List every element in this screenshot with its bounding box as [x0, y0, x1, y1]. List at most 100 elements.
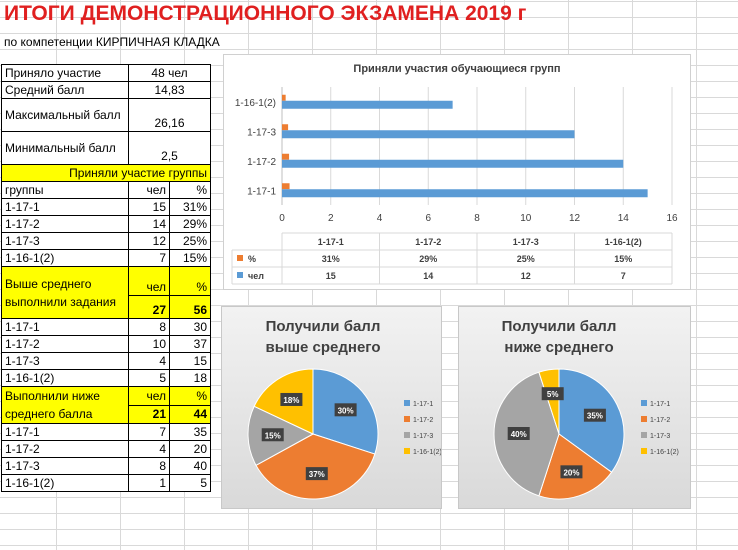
bar-chart-container[interactable]: Приняли участия обучающиеся групп 0 2 4 6 8 10… — [223, 54, 691, 290]
below-total-pct[interactable]: 44 — [169, 404, 211, 424]
count-cell[interactable]: 12 — [128, 232, 170, 250]
legend-label-pct: % — [248, 254, 256, 264]
min-label[interactable]: Минимальный балл — [1, 131, 129, 165]
bar-pct — [282, 124, 289, 131]
page-subtitle: по компетенции КИРПИЧНАЯ КЛАДКА — [4, 35, 220, 49]
bar-pct — [282, 153, 290, 160]
count-cell[interactable]: 5 — [128, 369, 170, 387]
min-value[interactable]: 2,5 — [128, 131, 211, 165]
avg-label[interactable]: Средний балл — [1, 81, 129, 99]
y-tick-label: 1-17-3 — [247, 127, 276, 138]
count-cell[interactable]: 10 — [128, 335, 170, 353]
pie-title-line1: Получили балл — [502, 318, 617, 335]
groups-columns-row: группы чел % — [1, 181, 211, 199]
participated-label[interactable]: Приняло участие — [1, 64, 129, 82]
y-tick-label: 1-17-2 — [247, 157, 276, 168]
pct-cell[interactable]: 30 — [169, 318, 211, 336]
count-cell[interactable]: 1 — [128, 474, 170, 492]
groups-header[interactable]: Приняли участие группы — [1, 164, 211, 182]
pct-cell[interactable]: 18 — [169, 369, 211, 387]
legend-label: 1-17-1 — [413, 401, 433, 408]
legend-label: 1-17-2 — [650, 417, 670, 424]
pie-slice — [255, 433, 376, 500]
group-cell[interactable]: 1-17-3 — [1, 457, 129, 475]
data-table-pct: 29% — [419, 254, 437, 264]
count-cell[interactable]: 4 — [128, 440, 170, 458]
pct-cell[interactable]: 5 — [169, 474, 211, 492]
above-total-count[interactable]: 27 — [128, 295, 170, 319]
above-col-pct[interactable]: % — [169, 266, 211, 296]
legend-key-count — [237, 272, 243, 278]
x-tick-label: 4 — [377, 213, 383, 224]
group-cell[interactable]: 1-17-2 — [1, 440, 129, 458]
bar-pct — [282, 94, 286, 101]
legend-label: 1-17-3 — [413, 433, 433, 440]
x-tick-label: 2 — [328, 213, 334, 224]
col-pct-header[interactable]: % — [169, 181, 211, 199]
data-table-count: 15 — [326, 271, 336, 281]
count-cell[interactable]: 7 — [128, 423, 170, 441]
data-table-count: 14 — [423, 271, 433, 281]
col-count-header[interactable]: чел — [128, 181, 170, 199]
pct-cell[interactable]: 40 — [169, 457, 211, 475]
legend-label: 1-16-1(2) — [650, 449, 679, 456]
group-cell[interactable]: 1-17-2 — [1, 215, 129, 233]
group-cell[interactable]: 1-17-1 — [1, 423, 129, 441]
data-table-count: 12 — [521, 271, 531, 281]
table-row: 1-17-1 7 35 — [1, 423, 211, 441]
participated-value[interactable]: 48 чел — [128, 64, 211, 82]
count-cell[interactable]: 8 — [128, 457, 170, 475]
pie-chart-above-container[interactable]: Получили балл выше среднего 30% 37% 15% 18% 1-… — [221, 306, 442, 509]
pie-data-label: 37% — [309, 470, 325, 479]
count-cell[interactable]: 14 — [128, 215, 170, 233]
max-label[interactable]: Максимальный балл — [1, 98, 129, 132]
above-total-pct[interactable]: 56 — [169, 295, 211, 319]
pie-label-bg — [507, 427, 530, 440]
bar-chart-title: Приняли участия обучающиеся групп — [353, 63, 560, 75]
group-cell[interactable]: 1-16-1(2) — [1, 369, 129, 387]
count-cell[interactable]: 8 — [128, 318, 170, 336]
legend-label-count: чел — [248, 271, 264, 281]
pie-data-label: 18% — [283, 396, 299, 405]
count-cell[interactable]: 15 — [128, 198, 170, 216]
bar-chart: Приняли участия обучающиеся групп 0 2 4 6 8 10… — [231, 63, 678, 285]
pie-chart-below-container[interactable]: Получили балл ниже среднего 35% 20% 40% 5% 1-1… — [458, 306, 691, 509]
group-cell[interactable]: 1-17-2 — [1, 335, 129, 353]
pct-cell[interactable]: 37 — [169, 335, 211, 353]
group-cell[interactable]: 1-17-1 — [1, 318, 129, 336]
group-cell[interactable]: 1-16-1(2) — [1, 249, 129, 267]
pie-label-bg — [541, 387, 564, 401]
legend-key-pct — [237, 255, 243, 261]
summary-avg-row: Средний балл 14,83 — [1, 81, 211, 99]
bar-count — [282, 189, 648, 198]
data-table-header: 1-16-1(2) — [605, 237, 642, 247]
below-col-count[interactable]: чел — [128, 386, 170, 406]
x-tick-label: 12 — [569, 213, 581, 224]
above-label[interactable]: Выше среднего выполнили задания — [1, 266, 129, 319]
pct-cell[interactable]: 25% — [169, 232, 211, 250]
below-col-pct[interactable]: % — [169, 386, 211, 406]
pct-cell[interactable]: 15 — [169, 352, 211, 370]
table-row: 1-17-1 15 31% — [1, 198, 211, 216]
max-value[interactable]: 26,16 — [128, 98, 211, 132]
group-cell[interactable]: 1-16-1(2) — [1, 474, 129, 492]
pct-cell[interactable]: 31% — [169, 198, 211, 216]
pie-label-bg — [261, 428, 284, 442]
count-cell[interactable]: 7 — [128, 249, 170, 267]
pct-cell[interactable]: 15% — [169, 249, 211, 267]
count-cell[interactable]: 4 — [128, 352, 170, 370]
below-label[interactable]: Выполнили ниже среднего балла — [1, 386, 129, 424]
pct-cell[interactable]: 29% — [169, 215, 211, 233]
above-col-count[interactable]: чел — [128, 266, 170, 296]
group-cell[interactable]: 1-17-3 — [1, 232, 129, 250]
avg-value[interactable]: 14,83 — [128, 81, 211, 99]
group-cell[interactable]: 1-17-1 — [1, 198, 129, 216]
pct-cell[interactable]: 20 — [169, 440, 211, 458]
group-cell[interactable]: 1-17-3 — [1, 352, 129, 370]
col-group-header[interactable]: группы — [1, 181, 129, 199]
bar-count — [282, 130, 575, 139]
pct-cell[interactable]: 35 — [169, 423, 211, 441]
results-table: Приняло участие 48 чел Средний балл 14,8… — [1, 64, 211, 492]
legend-key — [404, 400, 410, 406]
below-total-count[interactable]: 21 — [128, 404, 170, 424]
